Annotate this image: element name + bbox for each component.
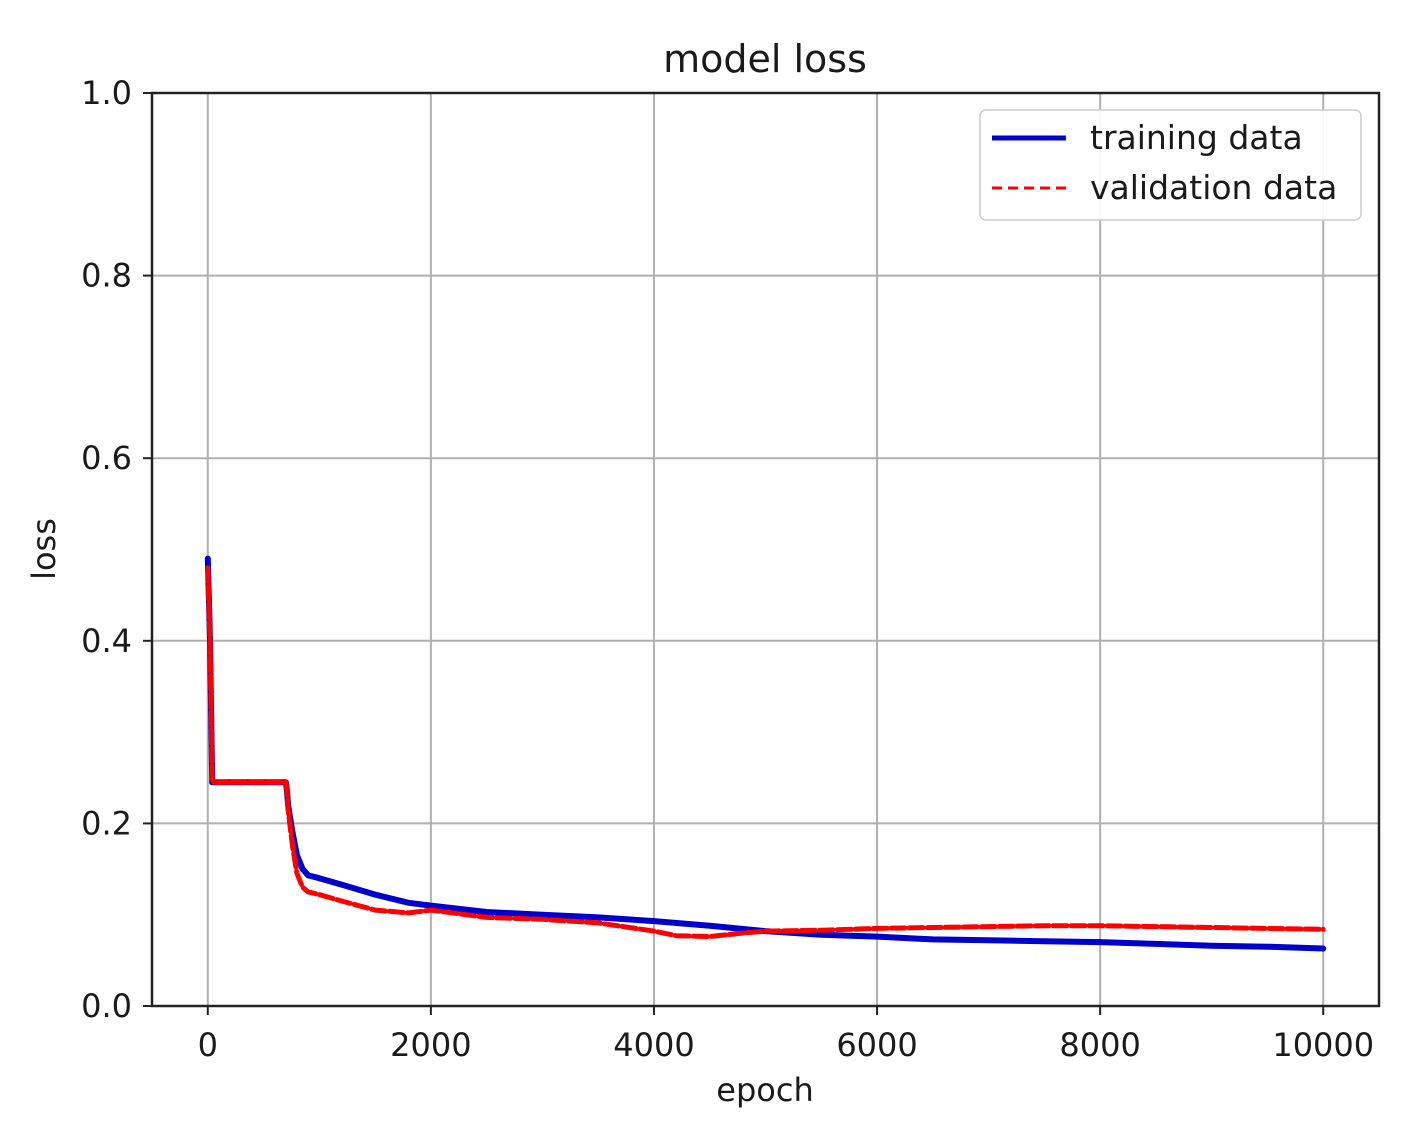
x-tick-label: 2000: [390, 1026, 471, 1064]
y-tick-label: 0.2: [81, 804, 132, 842]
axes-frame: [150, 91, 1381, 1008]
y-tick-label: 1.0: [81, 74, 132, 112]
x-axis-title: epoch: [716, 1071, 813, 1109]
y-tick-label: 0.0: [81, 987, 132, 1025]
y-axis-title: loss: [25, 518, 63, 580]
chart-title: model loss: [663, 37, 867, 81]
x-tick-label: 4000: [613, 1026, 694, 1064]
y-tick-label: 0.8: [81, 257, 132, 295]
y-tick-label: 0.4: [81, 622, 132, 660]
x-tick-label: 8000: [1059, 1026, 1140, 1064]
x-tick-label: 6000: [836, 1026, 917, 1064]
x-tick-label: 0: [198, 1026, 218, 1064]
legend-box: [979, 109, 1362, 221]
legend: training data validation data: [979, 109, 1362, 221]
legend-label-training: training data: [1090, 118, 1303, 157]
legend-label-validation: validation data: [1090, 168, 1337, 207]
grid-lines: [152, 92, 1379, 1007]
x-tick-label: 10000: [1272, 1026, 1374, 1064]
y-tick-label: 0.6: [81, 439, 132, 477]
series-line-validation-data: [205, 565, 1326, 940]
series-lines: [204, 555, 1327, 952]
axis-ticks: 0 2000 4000 6000 8000 10000 0.0 0.2 0.4 0.6 0.8 1.0: [81, 74, 1374, 1064]
